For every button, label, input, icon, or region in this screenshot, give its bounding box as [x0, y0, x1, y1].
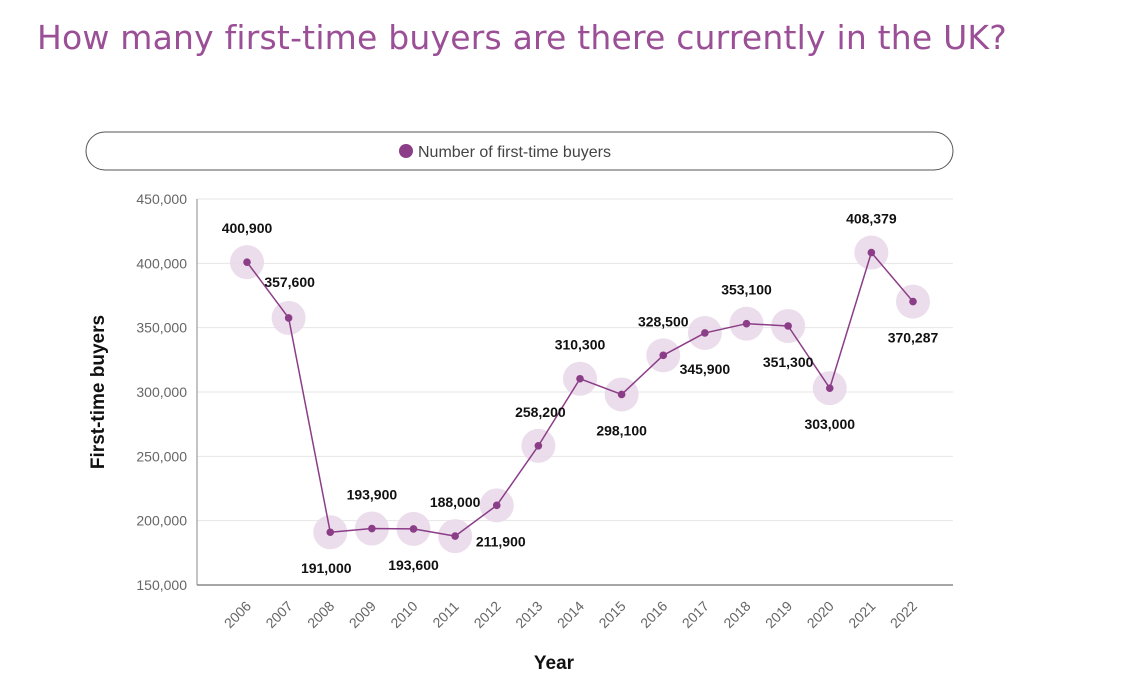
data-point — [909, 297, 917, 306]
data-label: 298,100 — [596, 422, 647, 438]
y-tick-label: 250,000 — [136, 448, 187, 464]
data-point — [284, 314, 293, 322]
x-tick-label: 2018 — [720, 598, 753, 631]
y-tick-label: 200,000 — [136, 513, 187, 529]
data-label: 351,300 — [763, 354, 814, 370]
x-axis-title: Year — [534, 653, 575, 674]
data-label: 408,379 — [846, 211, 897, 227]
x-tick-label: 2017 — [679, 598, 712, 631]
data-point — [451, 532, 459, 540]
x-tick-label: 2020 — [804, 598, 837, 631]
page-title: How many first-time buyers are there cur… — [37, 18, 1007, 57]
x-tick-label: 2011 — [429, 598, 462, 631]
x-tick-label: 2008 — [304, 598, 337, 631]
data-point — [492, 501, 501, 510]
legend-label: Number of first-time buyers — [418, 144, 611, 161]
legend: Number of first-time buyers — [85, 131, 954, 171]
x-tick-label: 2007 — [262, 598, 295, 631]
data-point — [742, 319, 751, 328]
data-label: 258,200 — [515, 404, 566, 420]
data-point — [243, 258, 251, 266]
data-point — [326, 528, 335, 537]
x-tick-label: 2015 — [595, 598, 628, 631]
data-point — [534, 441, 543, 450]
x-tick-label: 2016 — [637, 598, 670, 631]
x-tick-label: 2006 — [221, 598, 254, 631]
data-label: 345,900 — [680, 361, 731, 377]
legend-box — [85, 131, 954, 171]
point-halos — [230, 235, 930, 554]
y-tick-label: 400,000 — [136, 255, 187, 271]
x-tick-label: 2022 — [887, 598, 920, 631]
data-point — [617, 390, 626, 399]
data-label: 191,000 — [301, 560, 352, 576]
data-label: 357,600 — [264, 274, 315, 290]
data-label: 353,100 — [721, 282, 772, 298]
x-tick-label: 2019 — [762, 598, 795, 631]
data-label: 193,900 — [347, 487, 398, 503]
y-tick-label: 300,000 — [136, 384, 187, 400]
data-label: 303,000 — [804, 416, 855, 432]
data-point — [701, 329, 709, 337]
x-tick-label: 2013 — [512, 598, 545, 631]
data-point — [825, 384, 834, 392]
data-point — [784, 322, 792, 330]
y-axis-title: First-time buyers — [88, 315, 109, 469]
data-point — [867, 248, 876, 257]
data-point — [659, 351, 668, 360]
gridlines — [197, 198, 953, 522]
data-point — [576, 374, 584, 383]
y-tick-label: 450,000 — [136, 191, 187, 207]
data-labels: 400,900 357,600 191,000 193,900 193,600 188,0… — [222, 211, 939, 577]
x-tick-label: 2014 — [554, 598, 587, 631]
data-label: 310,300 — [555, 337, 606, 353]
data-label: 211,900 — [476, 533, 526, 549]
data-label: 193,600 — [388, 557, 439, 573]
data-label: 188,000 — [430, 494, 481, 510]
y-tick-label: 350,000 — [136, 320, 187, 336]
data-points — [243, 248, 917, 540]
x-tick-label: 2012 — [471, 598, 504, 631]
data-point — [368, 524, 376, 533]
y-tick-label: 150,000 — [136, 577, 187, 593]
x-tick-label: 2021 — [845, 598, 878, 631]
data-point — [409, 525, 418, 533]
x-tick-label: 2010 — [387, 598, 420, 631]
data-label: 400,900 — [222, 220, 273, 236]
x-tick-label: 2009 — [346, 598, 379, 631]
legend-swatch — [399, 144, 413, 158]
data-label: 370,287 — [888, 330, 939, 346]
data-label: 328,500 — [638, 313, 689, 329]
